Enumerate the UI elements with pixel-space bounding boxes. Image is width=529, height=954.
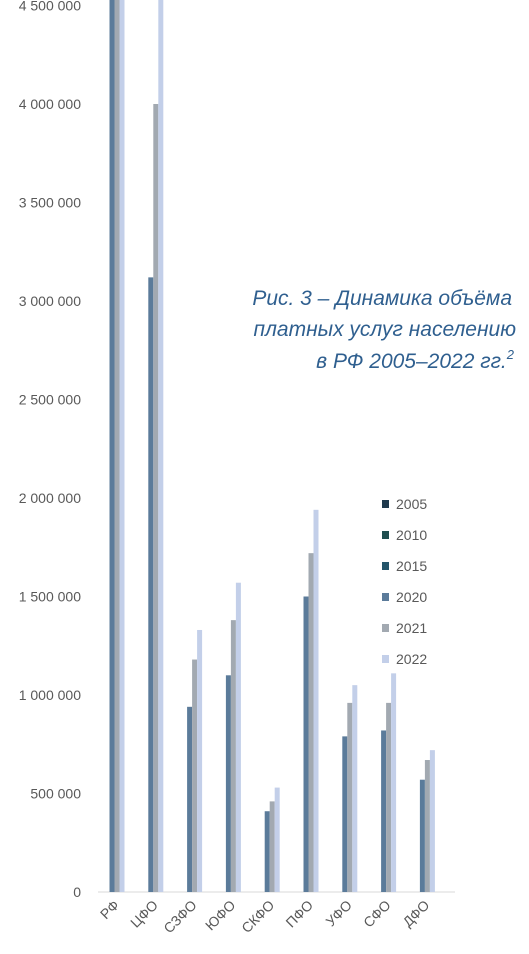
bar-2020-4 <box>264 811 270 892</box>
y-tick-label: 3 000 000 <box>19 293 81 309</box>
category-label: СФО <box>360 897 394 931</box>
legend-label: 2021 <box>396 620 427 636</box>
bar-2022-3 <box>235 582 241 892</box>
y-tick-label: 0 <box>73 884 81 900</box>
bar-2021-8 <box>424 760 430 892</box>
category-label: СЗФО <box>160 897 200 937</box>
bar-2021-2 <box>192 659 198 892</box>
legend-label: 2005 <box>396 496 427 512</box>
legend-swatch-2015 <box>382 562 389 570</box>
legend-swatch-2010 <box>382 531 389 539</box>
bar-2020-5 <box>303 596 309 892</box>
y-tick-label: 4 500 000 <box>19 0 81 14</box>
legend-swatch-2021 <box>382 624 389 632</box>
legend-label: 2020 <box>396 589 427 605</box>
legend-swatch-2022 <box>382 655 389 663</box>
bar-2022-8 <box>429 750 435 892</box>
bar-2022-6 <box>352 685 358 892</box>
bar-2020-7 <box>381 730 387 892</box>
y-axis-ticks: 0 500 000 1 000 000 1 500 000 2 000 000 2 500… <box>19 0 82 900</box>
y-tick-label: 2 500 000 <box>19 392 81 408</box>
y-tick-label: 1 500 000 <box>19 589 81 605</box>
category-label: ПФО <box>282 897 316 931</box>
legend-label: 2015 <box>396 558 427 574</box>
bar-2021-0 <box>114 0 120 892</box>
bar-2021-1 <box>153 104 159 892</box>
bar-2022-1 <box>158 0 164 892</box>
legend: 2005 2010 2015 2020 2021 2022 <box>382 496 427 667</box>
bar-2021-3 <box>230 620 236 892</box>
title-line-3: в РФ 2005–2022 гг.2 <box>316 347 515 373</box>
bar-2022-5 <box>313 509 319 892</box>
bar-2022-4 <box>274 787 280 892</box>
bar-2021-5 <box>308 553 314 892</box>
bars <box>109 0 435 893</box>
bar-2022-7 <box>391 673 397 892</box>
bar-2021-4 <box>269 801 275 892</box>
y-tick-label: 1 000 000 <box>19 687 81 703</box>
y-tick-label: 500 000 <box>30 786 81 802</box>
y-tick-label: 3 500 000 <box>19 195 81 211</box>
bar-2020-6 <box>342 736 348 892</box>
bar-2022-0 <box>119 0 125 893</box>
bar-2021-6 <box>347 702 353 892</box>
chart-title: Рис. 3 – Динамика объёма платных услуг н… <box>252 287 516 373</box>
legend-label: 2010 <box>396 527 427 543</box>
category-label: ЦФО <box>127 897 161 931</box>
legend-swatch-2020 <box>382 593 389 601</box>
bar-2020-8 <box>419 779 425 892</box>
category-labels: РФ ЦФО СЗФО ЮФО СКФО ПФО УФО СФО ДФО <box>97 897 433 937</box>
bar-2020-0 <box>109 0 115 892</box>
title-line-2: платных услуг населению <box>254 318 517 341</box>
y-tick-label: 4 000 000 <box>19 96 81 112</box>
bar-2020-1 <box>148 277 154 892</box>
category-label: ДФО <box>399 897 432 930</box>
category-label: ЮФО <box>202 897 239 934</box>
y-tick-label: 2 000 000 <box>19 490 81 506</box>
title-line-1: Рис. 3 – Динамика объёма <box>252 287 512 310</box>
title-footnote-mark: 2 <box>506 347 515 362</box>
bar-2020-2 <box>187 706 193 892</box>
category-label: РФ <box>97 897 122 922</box>
bar-2020-3 <box>225 675 231 892</box>
legend-label: 2022 <box>396 651 427 667</box>
legend-swatch-2005 <box>382 500 389 508</box>
bar-2021-7 <box>386 702 392 892</box>
category-label: УФО <box>322 897 355 930</box>
bar-2022-2 <box>197 629 203 892</box>
title-line-3-text: в РФ 2005–2022 гг. <box>316 350 507 373</box>
category-label: СКФО <box>238 897 277 936</box>
